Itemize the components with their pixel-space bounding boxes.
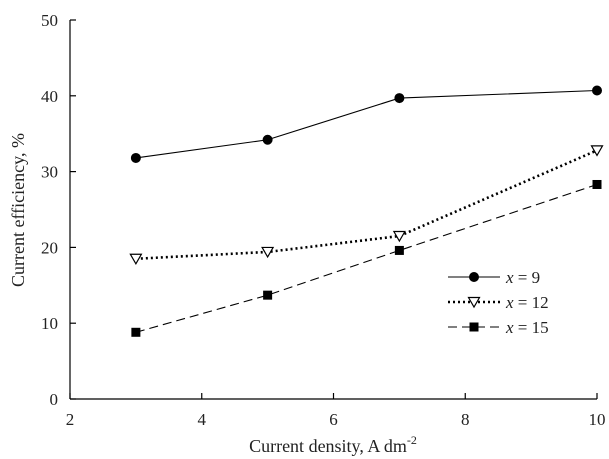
axes [69,20,597,400]
legend-label-var-0: x [505,268,514,287]
series-line-2 [135,183,598,333]
legend-label-1: x = 12 [505,293,549,312]
legend-label-var-2: x [505,318,514,337]
series-1-point-0 [129,253,143,265]
x-tick-label-1: 4 [198,410,207,429]
x-axis-title-text: Current density, A dm [249,436,407,456]
y-tick-label-1: 10 [41,314,58,333]
series-2-point-3 [592,179,602,189]
y-tick-label-5: 50 [41,11,58,30]
x-tick-label-3: 8 [461,410,470,429]
x-axis-title: Current density, A dm-2 [249,433,417,456]
x-axis-title-superscript: -2 [407,433,417,447]
legend-marker-2 [469,322,479,332]
legend-label-0: x = 9 [505,268,540,287]
legend-marker-1 [467,296,481,309]
legend-label-value-1: = 12 [514,293,549,312]
series-layer [129,85,604,337]
series-1-point-2 [392,230,406,243]
x-tick-label-0: 2 [66,410,75,429]
x-tick-label-4: 10 [589,410,606,429]
series-0-point-1 [262,134,273,145]
series-2-point-0 [131,327,141,337]
legend-marker-0 [469,272,479,282]
y-tick-label-2: 20 [41,238,58,257]
y-tick-label-4: 40 [41,87,58,106]
series-0-point-0 [130,152,141,163]
series-line-1 [135,149,598,261]
series-1-point-1 [261,246,275,259]
series-2 [131,179,602,337]
legend-label-value-2: = 15 [514,318,549,337]
series-2-point-1 [263,290,273,300]
y-ticks: 0 10 20 30 40 50 [41,11,76,409]
y-tick-label-0: 0 [50,390,59,409]
legend-label-2: x = 15 [505,318,549,337]
legend-label-value-0: = 9 [514,268,541,287]
y-tick-label-3: 30 [41,163,58,182]
legend: x = 9x = 12x = 15 [448,268,549,337]
series-line-0 [135,89,598,159]
series-1-point-3 [590,145,604,157]
legend-label-var-1: x [505,293,514,312]
x-ticks: 2 4 6 8 10 [66,393,606,429]
series-0 [130,85,602,163]
y-axis-title: Current efficiency, % [8,133,28,287]
series-1 [129,145,604,265]
series-0-point-3 [592,85,602,96]
x-tick-label-2: 6 [329,410,338,429]
series-2-point-2 [394,245,404,255]
series-0-point-2 [394,93,405,104]
